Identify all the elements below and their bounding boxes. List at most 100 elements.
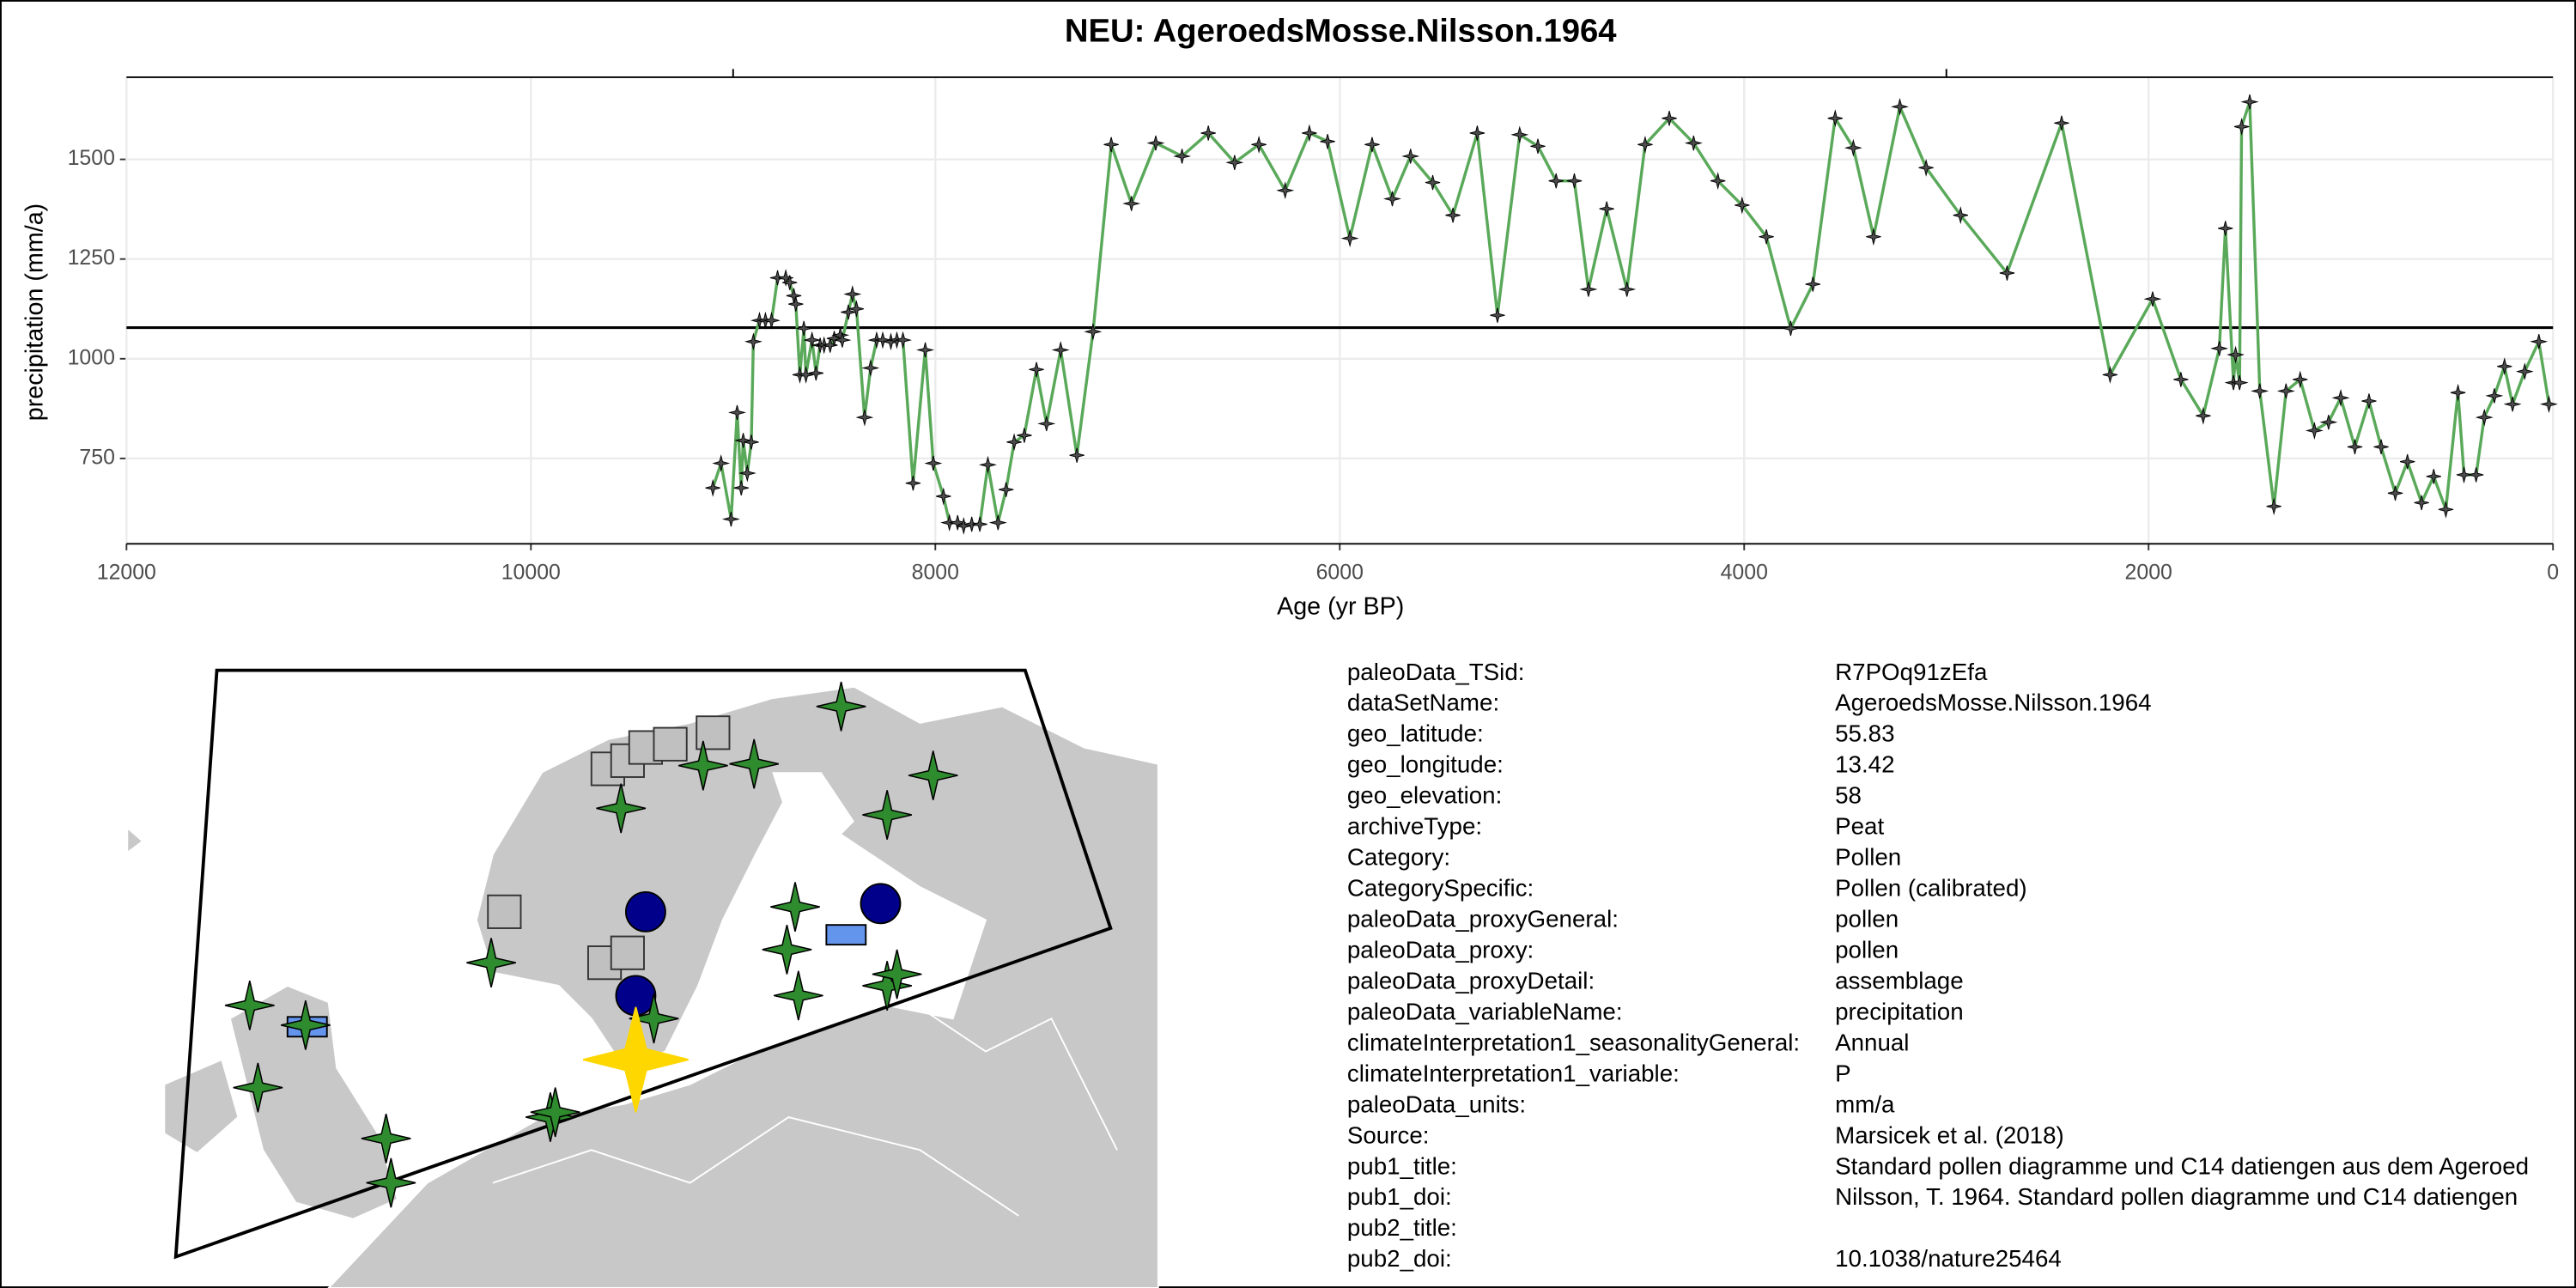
data-point bbox=[738, 464, 756, 483]
map-marker-star bbox=[596, 783, 647, 834]
data-point bbox=[2438, 500, 2454, 519]
data-point bbox=[1173, 149, 1192, 164]
data-point bbox=[1103, 137, 1119, 153]
info-value: assemblage bbox=[1835, 967, 1964, 993]
info-key: paleoData_proxyGeneral: bbox=[1347, 906, 1619, 933]
x-tick-label: 12000 bbox=[97, 560, 156, 584]
data-point bbox=[1490, 307, 1505, 323]
data-point bbox=[1827, 109, 1844, 128]
map-marker-star bbox=[233, 1062, 283, 1113]
data-point bbox=[2293, 370, 2308, 389]
data-point bbox=[744, 434, 759, 450]
data-point bbox=[762, 311, 781, 330]
data-point bbox=[2485, 388, 2504, 404]
data-point bbox=[1710, 172, 1726, 191]
data-point bbox=[788, 296, 804, 312]
info-key: climateInterpretation1_seasonalityGenera… bbox=[1347, 1029, 1800, 1055]
info-value: pollen bbox=[1835, 936, 1899, 963]
data-point bbox=[734, 433, 753, 448]
data-point bbox=[2475, 408, 2494, 427]
data-point bbox=[972, 516, 987, 532]
data-point bbox=[924, 455, 943, 471]
data-point bbox=[831, 327, 850, 343]
data-point bbox=[1566, 173, 1583, 189]
data-point bbox=[1200, 125, 1216, 141]
data-point bbox=[988, 514, 1007, 531]
data-point bbox=[1084, 322, 1103, 341]
y-tick-label: 1250 bbox=[68, 246, 115, 270]
map-marker-star bbox=[729, 738, 780, 789]
data-point bbox=[2233, 118, 2250, 136]
info-key: pub1_doi: bbox=[1347, 1183, 1452, 1210]
info-key: archiveType: bbox=[1347, 813, 1482, 840]
data-point bbox=[1251, 135, 1267, 154]
data-point bbox=[721, 511, 740, 527]
info-value: 55.83 bbox=[1835, 720, 1894, 747]
data-point bbox=[798, 365, 814, 384]
data-point bbox=[1579, 282, 1598, 297]
x-tick-label: 2000 bbox=[2125, 560, 2172, 584]
map-marker-star bbox=[466, 938, 516, 988]
data-point bbox=[2497, 357, 2512, 376]
map-marker-star bbox=[816, 681, 866, 732]
data-point bbox=[1037, 416, 1056, 432]
plot-area: 750 1000 1250 1500 12000 10000 8000 6000 4000 200… bbox=[68, 69, 2559, 584]
info-value: 58 bbox=[1835, 782, 1862, 809]
info-value: Pollen bbox=[1835, 844, 1901, 871]
data-point bbox=[2196, 406, 2211, 425]
data-point bbox=[894, 331, 912, 349]
data-point bbox=[2399, 453, 2415, 470]
info-key: paleoData_proxy: bbox=[1347, 936, 1534, 963]
data-point bbox=[978, 455, 997, 474]
data-point bbox=[733, 480, 749, 495]
data-point bbox=[2331, 388, 2350, 407]
data-point bbox=[1918, 158, 1934, 177]
data-point bbox=[905, 475, 921, 491]
y-tick-label: 1000 bbox=[68, 345, 115, 369]
map-marker-star bbox=[862, 790, 913, 840]
info-key: climateInterpretation1_variable: bbox=[1347, 1060, 1680, 1086]
map-marker-star bbox=[762, 924, 812, 975]
map-marker-star bbox=[361, 1114, 411, 1163]
map-markers bbox=[224, 681, 958, 1208]
data-point bbox=[2240, 94, 2259, 110]
data-point bbox=[2373, 439, 2389, 455]
chart-title: NEU: AgeroedsMosse.Nilsson.1964 bbox=[1065, 12, 1617, 49]
x-tick-label: 10000 bbox=[501, 560, 561, 584]
data-point bbox=[2503, 396, 2522, 412]
data-point bbox=[1006, 433, 1022, 452]
data-point bbox=[2319, 414, 2338, 430]
map-extent bbox=[173, 668, 1113, 1260]
data-point bbox=[1999, 265, 2015, 281]
data-point bbox=[1051, 341, 1070, 359]
data-point bbox=[808, 365, 824, 381]
data-point bbox=[1320, 134, 1335, 149]
map-marker-star bbox=[872, 949, 922, 999]
x-axis-label: Age (yr BP) bbox=[1277, 592, 1404, 620]
data-point bbox=[705, 478, 720, 497]
data-point bbox=[2530, 334, 2549, 349]
data-point bbox=[2387, 485, 2403, 501]
data-point bbox=[1340, 229, 1359, 248]
map-marker-star bbox=[770, 882, 820, 932]
data-point bbox=[2361, 393, 2377, 409]
data-point bbox=[803, 331, 822, 349]
map-marker-star bbox=[224, 981, 275, 1030]
data-point bbox=[796, 320, 811, 337]
border bbox=[492, 1115, 1019, 1217]
data-point bbox=[2143, 291, 2162, 307]
data-point bbox=[2414, 495, 2429, 511]
map-marker-circle bbox=[860, 883, 902, 925]
data-point bbox=[1469, 125, 1485, 141]
info-value: mm/a bbox=[1835, 1091, 1895, 1117]
info-key: Source: bbox=[1347, 1121, 1430, 1148]
data-point bbox=[1783, 320, 1799, 337]
map-marker-star bbox=[280, 1000, 331, 1050]
info-value: Nilsson, T. 1964. Standard pollen diagra… bbox=[1835, 1183, 2518, 1210]
map-marker-star bbox=[908, 750, 958, 800]
info-value: 13.42 bbox=[1835, 751, 1894, 778]
info-key: pub2_doi: bbox=[1347, 1245, 1452, 1272]
data-point bbox=[2230, 374, 2249, 391]
info-key: dataSetName: bbox=[1347, 690, 1499, 716]
